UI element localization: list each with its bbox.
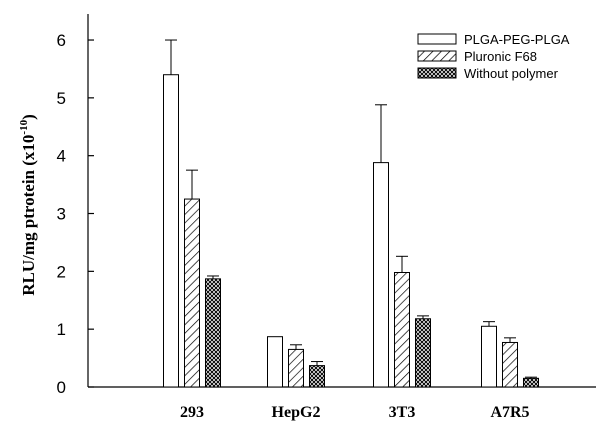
y-tick-label: 2: [57, 262, 66, 281]
bar: [481, 325, 497, 388]
y-axis-label-main: RLU/mg ptrotein (x10: [19, 135, 38, 296]
y-axis-label-exponent: -10: [18, 119, 30, 134]
y-tick-label: 5: [57, 89, 66, 108]
y-tick-label: 3: [57, 205, 66, 224]
bar: [163, 74, 179, 388]
bar-series: [163, 39, 539, 388]
legend-swatch: [417, 67, 457, 79]
bar: [309, 365, 325, 388]
bar: [394, 271, 410, 388]
bar: [288, 348, 304, 388]
bar: [373, 162, 389, 388]
legend: PLGA-PEG-PLGA Pluronic F68 Without polymer: [417, 32, 570, 81]
y-axis-label: RLU/mg ptrotein (x10-10): [18, 114, 38, 296]
legend-label: Without polymer: [464, 66, 559, 81]
legend-label: Pluronic F68: [464, 49, 537, 64]
bar: [415, 318, 431, 388]
y-tick-label: 1: [57, 320, 66, 339]
x-tick-label: HepG2: [272, 404, 321, 421]
legend-label: PLGA-PEG-PLGA: [464, 32, 570, 47]
x-tick-label: 3T3: [389, 404, 416, 421]
y-tick-label: 6: [57, 31, 66, 50]
bar: [523, 377, 539, 388]
y-tick-label: 4: [57, 147, 66, 166]
bar: [267, 336, 283, 388]
y-axis-label-close: ): [19, 114, 38, 120]
bar: [184, 198, 200, 388]
category-labels: 293 HepG2 3T3 A7R5: [180, 404, 530, 421]
legend-swatch: [417, 50, 457, 62]
x-tick-label: A7R5: [490, 404, 529, 421]
legend-swatch: [417, 33, 457, 45]
x-tick-label: 293: [180, 404, 204, 421]
bar: [205, 278, 221, 388]
bar: [502, 341, 518, 388]
y-axis-ticks: 0 1 2 3 4 5 6: [57, 31, 94, 397]
y-tick-label: 0: [57, 378, 66, 397]
